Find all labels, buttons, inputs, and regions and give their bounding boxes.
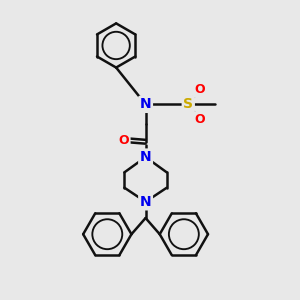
Text: N: N xyxy=(140,150,152,164)
Text: N: N xyxy=(140,98,152,111)
Text: O: O xyxy=(194,82,205,95)
Text: O: O xyxy=(118,134,129,147)
Text: N: N xyxy=(140,195,152,209)
Text: O: O xyxy=(194,113,205,126)
Text: S: S xyxy=(183,98,193,111)
